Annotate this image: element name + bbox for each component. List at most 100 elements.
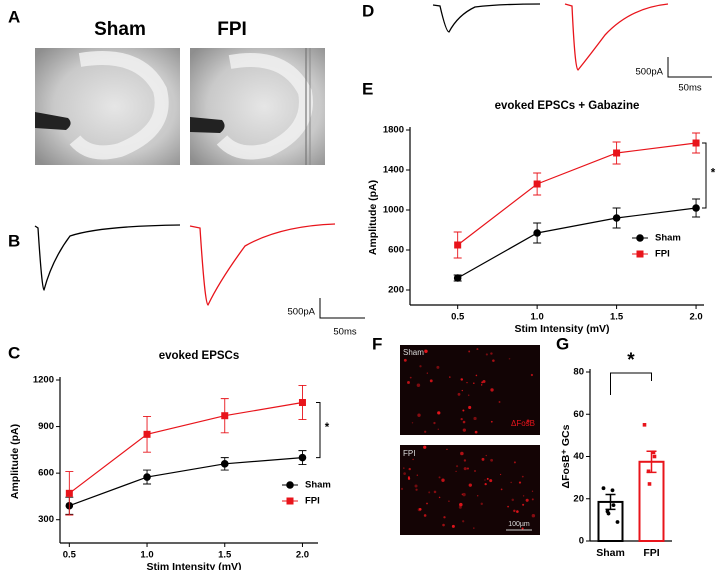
- data-point: [611, 503, 616, 507]
- trace-sham: [34, 224, 181, 291]
- cell: [446, 448, 448, 451]
- slice-image-sham: [35, 48, 180, 165]
- scale-bar: [667, 57, 712, 78]
- cell: [513, 509, 516, 513]
- cell: [530, 373, 534, 377]
- cell: [462, 428, 467, 432]
- y-tick-label: 600: [388, 245, 404, 256]
- cell: [492, 359, 495, 362]
- marker: [533, 180, 541, 188]
- cell: [531, 490, 534, 492]
- y-tick-label: 300: [38, 514, 54, 525]
- y-tick-label: 900: [38, 421, 54, 432]
- marker: [298, 453, 307, 462]
- cell: [476, 495, 479, 497]
- cell: [441, 478, 445, 482]
- cell: [489, 479, 493, 483]
- cell: [468, 350, 471, 353]
- cell: [416, 474, 419, 476]
- cell: [414, 484, 418, 488]
- cell: [466, 382, 468, 384]
- cell: [522, 495, 525, 497]
- cell: [437, 428, 439, 430]
- data-point: [651, 450, 656, 455]
- y-tick-label: 80: [573, 367, 584, 378]
- scale-label: 100µm: [508, 521, 530, 528]
- y-tick-label: 20: [573, 493, 584, 504]
- cell: [463, 459, 467, 462]
- marker: [533, 229, 541, 237]
- cell: [403, 358, 407, 362]
- marker: [636, 250, 644, 258]
- y-axis-label: ΔFosB⁺ GCs: [560, 424, 572, 488]
- cell: [468, 483, 472, 487]
- data-point: [652, 454, 657, 459]
- x-axis-label: Stim Intensity (mV): [514, 323, 609, 335]
- marker: [612, 214, 621, 222]
- cell: [513, 461, 516, 464]
- cell: [408, 467, 411, 471]
- trace-fpi: [189, 223, 336, 306]
- marker: [692, 139, 700, 147]
- cell: [428, 491, 431, 494]
- data-point: [646, 469, 651, 474]
- cell: [521, 527, 524, 530]
- marker: [221, 412, 229, 420]
- y-tick-label: 0: [579, 536, 584, 547]
- x-tick-label: 1.0: [531, 312, 544, 323]
- x-tick-label: 1.5: [218, 550, 232, 561]
- cell: [459, 502, 463, 507]
- slice-image-fpi: [190, 48, 325, 165]
- stain-label: ΔFosB: [511, 419, 535, 428]
- marker: [454, 241, 462, 249]
- data-point: [601, 486, 606, 491]
- series-line: [68, 401, 303, 494]
- trace-fpi: [564, 3, 669, 71]
- cell: [411, 422, 414, 424]
- cell: [531, 513, 536, 518]
- cell: [480, 502, 483, 506]
- panel-letter: B: [8, 231, 20, 250]
- cell: [462, 409, 465, 412]
- panel-letter: A: [8, 7, 20, 26]
- marker: [453, 274, 462, 282]
- cell: [461, 389, 463, 392]
- cell: [412, 458, 414, 461]
- cell: [460, 378, 464, 381]
- cell: [499, 473, 502, 476]
- marker: [143, 473, 151, 481]
- cell: [462, 420, 466, 424]
- cell: [433, 490, 437, 494]
- data-point: [606, 511, 611, 516]
- cell: [473, 469, 477, 473]
- cell: [449, 376, 451, 378]
- marker: [298, 399, 306, 407]
- significance-bracket: [702, 142, 707, 209]
- panel-letter: G: [556, 334, 569, 353]
- cell: [498, 401, 501, 403]
- cell: [473, 382, 475, 384]
- data-point: [610, 488, 615, 493]
- x-axis-label: Stim Intensity (mV): [146, 561, 241, 570]
- chart-title: evoked EPSCs: [159, 350, 240, 362]
- cell: [484, 482, 487, 486]
- y-tick-label: 600: [38, 468, 54, 479]
- panel-letter: F: [372, 334, 382, 353]
- cell: [486, 477, 489, 480]
- cell: [507, 505, 509, 508]
- series-line: [69, 457, 303, 507]
- series-line: [457, 142, 697, 246]
- cell: [511, 498, 515, 502]
- data-point: [647, 482, 652, 486]
- cell: [442, 523, 445, 527]
- cell: [462, 492, 466, 497]
- y-tick-label: 40: [573, 451, 584, 462]
- image-label: FPI: [217, 19, 247, 40]
- y-tick-label: 1800: [383, 125, 404, 136]
- cell: [417, 413, 421, 417]
- trace-sham: [432, 3, 541, 33]
- cell: [525, 498, 529, 502]
- data-point: [642, 423, 647, 427]
